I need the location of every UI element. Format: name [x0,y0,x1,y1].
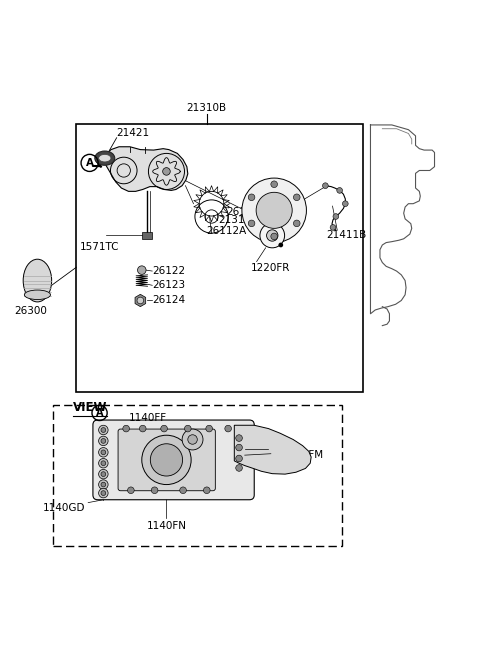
Circle shape [98,436,108,445]
Text: A: A [96,408,103,418]
Bar [142,232,152,239]
Ellipse shape [98,154,111,162]
Circle shape [101,450,106,455]
Text: 1220FR: 1220FR [251,264,290,274]
Circle shape [137,266,146,274]
Ellipse shape [95,151,115,165]
Circle shape [150,443,182,476]
Circle shape [337,188,343,194]
Circle shape [184,425,191,432]
Circle shape [323,183,328,188]
Circle shape [98,470,108,479]
Circle shape [139,425,146,432]
Bar [53,405,342,546]
FancyBboxPatch shape [118,429,216,491]
Circle shape [101,482,106,487]
Circle shape [248,194,255,201]
Circle shape [142,435,191,485]
Circle shape [151,487,158,493]
Circle shape [98,488,108,498]
Text: 26113A: 26113A [226,207,266,216]
Circle shape [137,297,144,304]
Circle shape [236,435,242,441]
Circle shape [98,480,108,489]
Text: 1140FM: 1140FM [283,450,324,460]
Circle shape [98,459,108,468]
Text: 21310B: 21310B [187,102,227,113]
Text: 26122: 26122 [152,266,185,276]
Circle shape [180,487,186,493]
Text: 26123: 26123 [152,280,185,291]
Circle shape [236,464,242,471]
Text: 1140GD: 1140GD [43,502,86,512]
Circle shape [242,178,306,243]
Circle shape [260,223,285,248]
Polygon shape [135,295,146,306]
Circle shape [293,194,300,201]
Text: 26124: 26124 [152,295,185,306]
Circle shape [271,233,277,239]
Text: 26112A: 26112A [206,226,246,236]
Text: VIEW: VIEW [73,401,108,415]
Text: 1571TC: 1571TC [80,242,120,252]
Circle shape [101,461,106,466]
Text: 21421: 21421 [117,128,150,138]
Text: 1140FN: 1140FN [146,521,186,531]
Circle shape [330,224,336,230]
Circle shape [236,444,242,451]
Text: 21411B: 21411B [326,230,367,240]
Circle shape [266,230,278,241]
Ellipse shape [24,290,50,300]
FancyBboxPatch shape [93,420,254,500]
Circle shape [128,487,134,493]
Circle shape [101,472,106,476]
Circle shape [333,214,339,219]
Circle shape [236,455,242,462]
Circle shape [101,491,106,495]
Circle shape [188,435,197,444]
Circle shape [256,192,292,228]
Text: 1140FF: 1140FF [129,413,167,423]
Circle shape [248,220,255,227]
Text: 21313: 21313 [218,215,251,225]
Circle shape [342,201,348,207]
Polygon shape [105,147,188,192]
Circle shape [182,429,203,450]
Ellipse shape [23,259,52,302]
Circle shape [101,428,106,432]
Circle shape [163,168,170,175]
Bar [76,124,363,392]
Circle shape [161,425,168,432]
Circle shape [123,425,130,432]
Circle shape [98,425,108,435]
Text: A: A [85,158,94,168]
Circle shape [101,439,106,443]
Polygon shape [234,425,311,474]
Circle shape [98,447,108,457]
Circle shape [225,425,231,432]
Circle shape [204,487,210,493]
Text: 26300: 26300 [14,306,47,316]
Circle shape [293,220,300,227]
Circle shape [206,425,213,432]
Circle shape [271,181,277,188]
Circle shape [278,243,283,247]
